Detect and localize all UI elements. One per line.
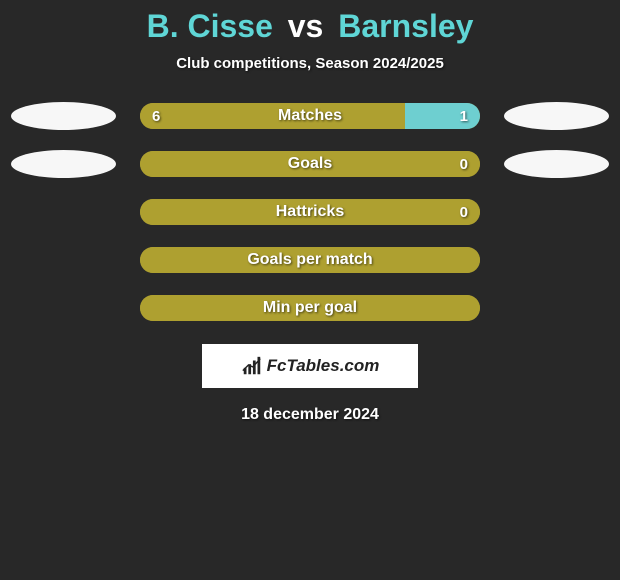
stat-label: Goals [140, 151, 480, 177]
stat-row: Goals0 [0, 150, 620, 178]
stat-bar: Goals per match [140, 247, 480, 273]
brand-box: FcTables.com [202, 344, 418, 388]
stat-label: Goals per match [140, 247, 480, 273]
stat-row: Goals per match [0, 246, 620, 274]
stat-bar: Min per goal [140, 295, 480, 321]
left-ellipse [11, 150, 116, 178]
stat-label: Hattricks [140, 199, 480, 225]
title-player2: Barnsley [338, 8, 473, 44]
stat-bar: Hattricks0 [140, 199, 480, 225]
stat-bar: Matches6 1 [140, 103, 480, 129]
stats-rows: Matches61Goals0Hattricks0Goals per match… [0, 102, 620, 322]
stat-row: Matches6 1 [0, 102, 620, 130]
stat-label: Matches [140, 103, 480, 129]
title-player1: B. Cisse [147, 8, 273, 44]
stat-left-value: 6 [152, 103, 160, 129]
page-title: B. Cisse vs Barnsley [0, 8, 620, 45]
stat-label: Min per goal [140, 295, 480, 321]
stat-right-value: 0 [460, 199, 468, 225]
subtitle: Club competitions, Season 2024/2025 [0, 55, 620, 72]
stat-right-value: 1 [460, 103, 468, 129]
date-label: 18 december 2024 [0, 406, 620, 424]
left-ellipse [11, 102, 116, 130]
chart-icon [241, 355, 263, 377]
infographic-container: B. Cisse vs Barnsley Club competitions, … [0, 0, 620, 424]
stat-row: Min per goal [0, 294, 620, 322]
title-vs: vs [288, 8, 324, 44]
stat-bar: Goals0 [140, 151, 480, 177]
right-ellipse [504, 150, 609, 178]
stat-right-value: 0 [460, 151, 468, 177]
right-ellipse [504, 102, 609, 130]
brand-text: FcTables.com [267, 356, 380, 376]
stat-row: Hattricks0 [0, 198, 620, 226]
